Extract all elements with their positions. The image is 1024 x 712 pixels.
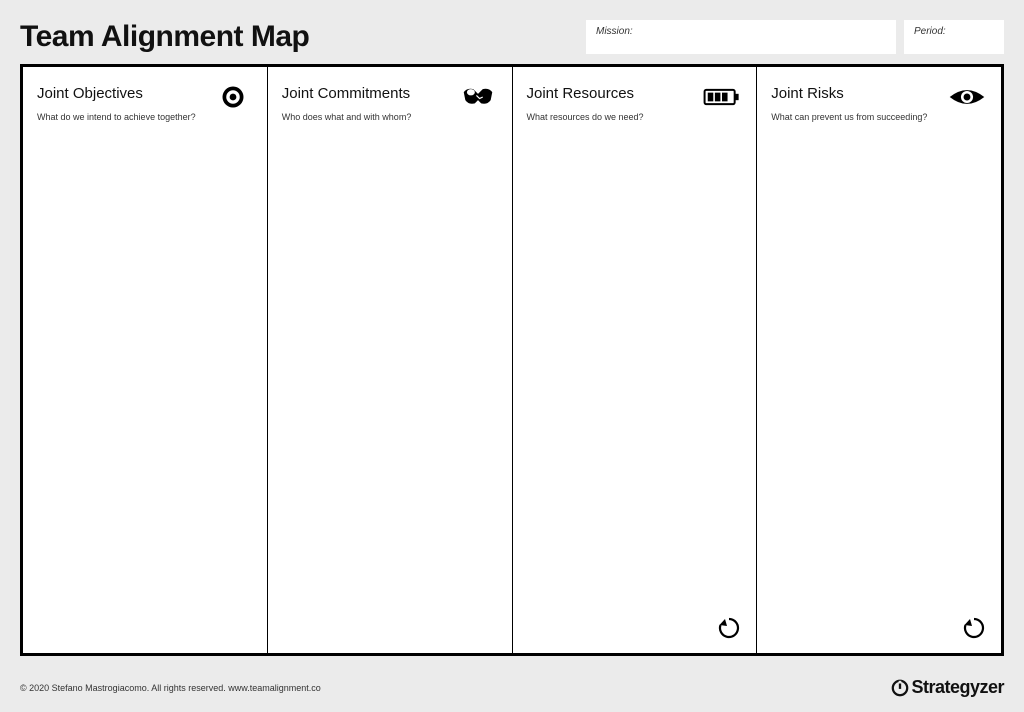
column-risks[interactable]: Joint Risks What can prevent us from suc… [757, 67, 1001, 653]
column-title: Joint Objectives [37, 85, 196, 102]
page-title: Team Alignment Map [20, 20, 570, 54]
canvas: Joint Objectives What do we intend to ac… [20, 64, 1004, 656]
battery-icon [702, 81, 742, 113]
column-objectives[interactable]: Joint Objectives What do we intend to ac… [23, 67, 268, 653]
mission-field[interactable]: Mission: [586, 20, 896, 54]
column-title: Joint Risks [771, 85, 927, 102]
brand-logo: Strategyzer [891, 677, 1004, 698]
copyright-text: © 2020 Stefano Mastrogiacomo. All rights… [20, 683, 321, 693]
brand-text: Strategyzer [911, 677, 1004, 698]
column-subtitle: What do we intend to achieve together? [37, 112, 196, 122]
meta-boxes: Mission: Period: [586, 20, 1004, 54]
column-title: Joint Commitments [282, 85, 412, 102]
column-commitments[interactable]: Joint Commitments Who does what and with… [268, 67, 513, 653]
eye-icon [947, 81, 987, 113]
period-field[interactable]: Period: [904, 20, 1004, 54]
column-title: Joint Resources [527, 85, 644, 102]
column-subtitle: Who does what and with whom? [282, 112, 412, 122]
undo-icon[interactable] [716, 615, 742, 641]
column-subtitle: What resources do we need? [527, 112, 644, 122]
column-subtitle: What can prevent us from succeeding? [771, 112, 927, 122]
handshake-icon [458, 81, 498, 113]
column-resources[interactable]: Joint Resources What resources do we nee… [513, 67, 758, 653]
target-icon [213, 81, 253, 113]
undo-icon[interactable] [961, 615, 987, 641]
